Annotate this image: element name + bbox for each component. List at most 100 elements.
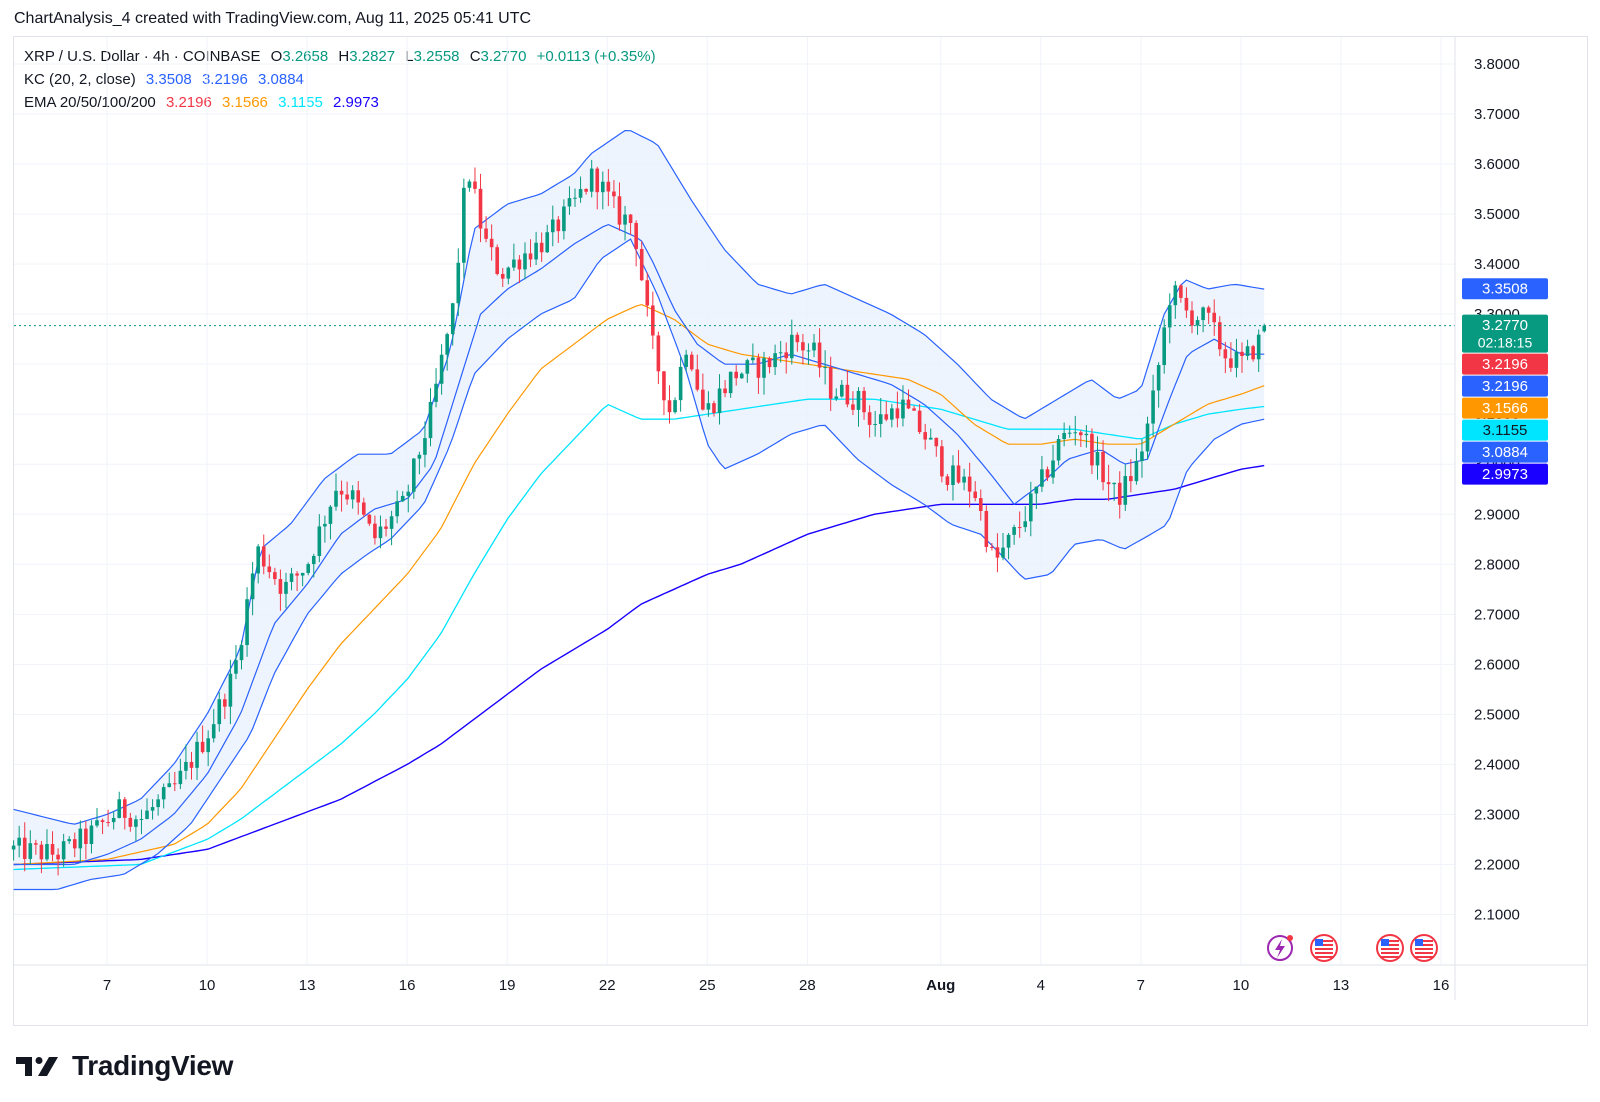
candle-body: [1062, 432, 1066, 440]
candle-body: [973, 491, 978, 499]
price-label-value: 2.9973: [1482, 466, 1528, 483]
time-axis-tick: 19: [499, 977, 516, 994]
candle-body: [1212, 312, 1217, 323]
candle-body: [261, 546, 266, 567]
price-axis-tick: 2.2000: [1474, 856, 1520, 873]
price-label-countdown: 02:18:15: [1478, 335, 1533, 351]
price-axis-tick: 3.7000: [1474, 106, 1520, 123]
ema100-value: 3.1155: [278, 94, 323, 111]
candle-body: [678, 366, 683, 401]
candle-body: [856, 390, 861, 410]
candle-body: [923, 432, 927, 440]
candle-body: [728, 371, 733, 394]
candle-body: [56, 854, 60, 860]
candle-body: [211, 724, 216, 739]
candle-body: [434, 383, 438, 402]
candle-body: [139, 818, 144, 820]
time-axis-tick: 28: [799, 977, 816, 994]
legend-ema-row[interactable]: EMA 20/50/100/200 3.2196 3.1566 3.1155 2…: [24, 94, 385, 111]
price-label-value: 3.3508: [1482, 281, 1528, 298]
us-flag-event-icon[interactable]: [1376, 934, 1404, 962]
candle-body: [523, 253, 527, 270]
candle-body: [28, 843, 33, 859]
symbol-label[interactable]: XRP / U.S. Dollar · 4h · COINBASE: [24, 48, 261, 65]
close-label: C: [469, 48, 481, 65]
flag-stripe: [1315, 944, 1333, 946]
candle-body: [895, 408, 900, 419]
candle-body: [173, 783, 177, 785]
candle-body: [267, 566, 272, 573]
candle-body: [1112, 482, 1116, 485]
candle-body: [1140, 451, 1144, 462]
candle-body: [634, 222, 638, 249]
price-label-tag: 3.1566: [1462, 397, 1548, 419]
candle-body: [1023, 521, 1028, 528]
time-axis-tick: 16: [399, 977, 416, 994]
candle-body: [1079, 432, 1083, 436]
candle-body: [295, 573, 299, 576]
candle-body: [1262, 325, 1267, 332]
candle-body: [884, 414, 889, 420]
candle-body: [756, 357, 761, 378]
kc-label[interactable]: KC (20, 2, close): [24, 71, 136, 88]
us-flag-event-icon[interactable]: [1410, 934, 1438, 962]
candle-body: [995, 547, 1000, 558]
candle-body: [990, 546, 994, 548]
time-axis-tick: 10: [199, 977, 216, 994]
lightning-bolt-icon: [1275, 939, 1285, 958]
price-axis-tick: 2.3000: [1474, 806, 1520, 823]
candle-body: [1179, 285, 1183, 298]
candle-body: [645, 280, 650, 306]
flag-stripe: [1415, 940, 1433, 942]
candle-body: [467, 181, 472, 188]
candle-body: [951, 465, 955, 485]
tradingview-brand[interactable]: TradingView: [16, 1050, 233, 1082]
candle-body: [1028, 493, 1033, 522]
candle-body: [773, 353, 777, 368]
candles: [11, 159, 1267, 876]
candle-body: [1090, 433, 1094, 466]
candle-body: [562, 206, 566, 232]
candle-body: [1245, 346, 1250, 356]
candle-body: [806, 350, 811, 352]
candle-body: [384, 526, 388, 529]
price-label-bg: [1462, 441, 1548, 463]
candle-body: [145, 810, 149, 819]
price-label-bg: [1462, 419, 1548, 441]
candle-body: [245, 599, 249, 646]
candle-body: [1117, 482, 1122, 505]
candle-body: [400, 495, 405, 502]
candle-body: [278, 579, 283, 594]
us-flag-event-icon[interactable]: [1310, 934, 1338, 962]
flag-canton: [1381, 939, 1389, 946]
price-label-tag: 3.2196: [1462, 353, 1548, 375]
candle-body: [862, 390, 866, 413]
candle-body: [489, 238, 494, 248]
candle-body: [878, 414, 883, 424]
price-label-tag: 3.3508: [1462, 278, 1548, 300]
candle-body: [751, 357, 755, 361]
candle-body: [462, 187, 466, 263]
time-axis-tick: Aug: [926, 977, 955, 994]
ema100-line: [13, 398, 1265, 871]
flag-stripe: [1315, 940, 1333, 942]
candle-body: [778, 352, 783, 354]
flag-stripe: [1315, 952, 1333, 954]
candle-body: [1134, 461, 1139, 482]
candle-body: [406, 491, 411, 496]
candle-body: [673, 400, 677, 413]
candle-body: [834, 396, 839, 399]
legend-kc-row[interactable]: KC (20, 2, close) 3.3508 3.2196 3.0884: [24, 71, 310, 88]
candle-body: [539, 242, 544, 253]
open-value: 3.2658: [282, 48, 329, 65]
candle-body: [1229, 358, 1233, 368]
candle-body: [317, 526, 322, 556]
candle-body: [134, 819, 138, 827]
candle-body: [61, 841, 66, 860]
high-label: H: [338, 48, 350, 65]
candle-body: [1240, 351, 1244, 356]
candle-body: [912, 408, 916, 411]
ema-label[interactable]: EMA 20/50/100/200: [24, 94, 156, 111]
legend-symbol-row[interactable]: XRP / U.S. Dollar · 4h · COINBASE O3.265…: [24, 48, 662, 65]
